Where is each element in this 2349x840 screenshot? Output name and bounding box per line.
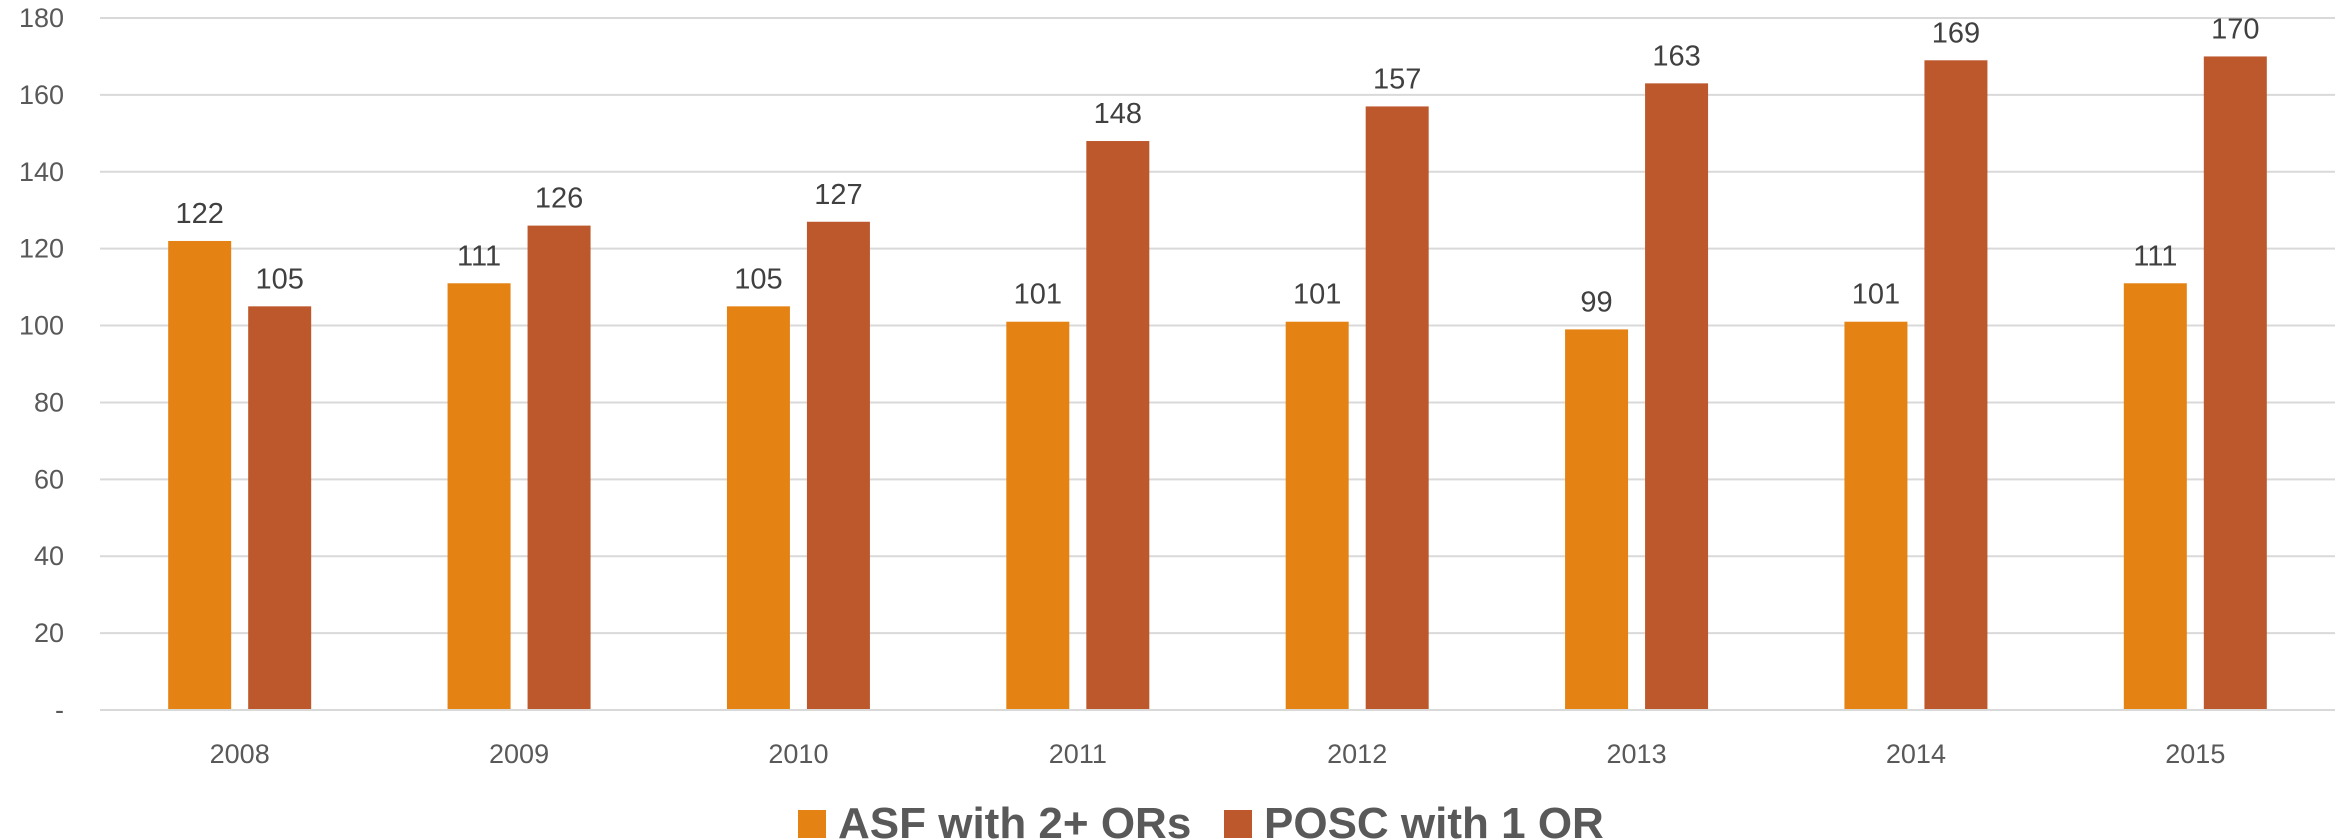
y-tick-label: 120 [19,234,64,264]
data-label: 105 [255,263,303,295]
legend-swatch [1224,810,1252,838]
bar-posc-2014 [1924,60,1988,711]
data-label: 169 [1932,17,1980,49]
bar-asf-2013 [1565,329,1629,710]
y-tick-label: 60 [34,464,64,494]
bar-posc-2015 [2203,56,2267,710]
bar-posc-2009 [527,225,591,710]
y-tick-label: - [55,695,64,725]
gridlines [100,17,2335,711]
data-label: 126 [535,183,583,215]
x-tick-label: 2014 [1886,739,1946,769]
y-tick-label: 20 [34,618,64,648]
x-tick-label: 2012 [1327,739,1387,769]
x-tick-label: 2009 [489,739,549,769]
data-label: 101 [1293,279,1341,311]
y-tick-label: 140 [19,157,64,187]
y-axis: - 20 40 60 80 100 120 140 160 180 [19,3,64,725]
bar-asf-2009 [447,283,511,710]
y-tick-label: 100 [19,311,64,341]
bar-asf-2010 [726,306,790,710]
legend-label: POSC with 1 OR [1264,799,1604,840]
data-label: 101 [1852,279,1900,311]
bar-posc-2011 [1086,141,1150,710]
bar-posc-2013 [1645,83,1709,711]
data-label: 111 [457,240,501,272]
data-label: 122 [175,198,223,230]
bar-posc-2008 [248,306,312,710]
bar-asf-2011 [1006,321,1070,710]
bars [168,56,2267,711]
bar-asf-2014 [1844,321,1908,710]
bar-posc-2010 [806,221,870,710]
data-label: 105 [734,263,782,295]
bar-asf-2012 [1285,321,1349,710]
x-tick-label: 2010 [768,739,828,769]
y-tick-label: 160 [19,80,64,110]
x-tick-label: 2008 [210,739,270,769]
x-tick-label: 2011 [1049,739,1107,769]
data-label: 127 [814,179,862,211]
y-tick-label: 80 [34,387,64,417]
data-label: 148 [1094,98,1142,130]
data-label: 170 [2211,13,2259,45]
data-labels: 122 105 111 126 105 127 101 148 101 157 99 163 101 16… [175,13,2259,318]
x-axis: 2008 2009 2010 2011 2012 2013 2014 2015 [100,709,2335,769]
data-label: 99 [1580,286,1612,318]
data-label: 101 [1014,279,1062,311]
legend: ASF with 2+ ORs POSC with 1 OR [798,799,1604,840]
y-tick-label: 180 [19,3,64,33]
data-label: 157 [1373,63,1421,95]
legend-swatch [798,810,826,838]
y-tick-label: 40 [34,541,64,571]
data-label: 163 [1652,40,1700,72]
bar-posc-2012 [1365,106,1429,710]
bar-asf-2008 [168,240,232,710]
x-tick-label: 2013 [1607,739,1667,769]
x-tick-label: 2015 [2165,739,2225,769]
data-label: 111 [2133,240,2177,272]
bar-asf-2015 [2123,283,2187,710]
legend-label: ASF with 2+ ORs [838,799,1191,840]
